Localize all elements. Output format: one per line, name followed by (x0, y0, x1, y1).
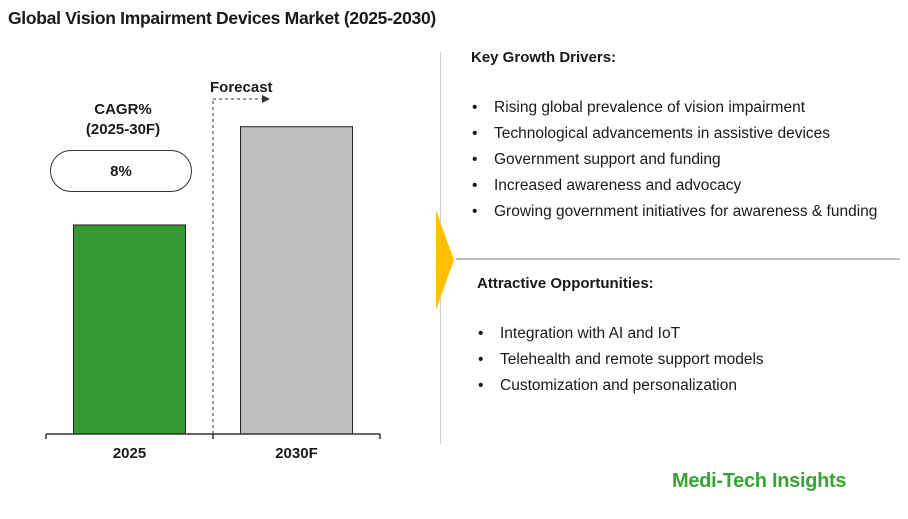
cagr-value: 8% (110, 162, 132, 180)
bullet-icon: • (472, 125, 478, 142)
driver-item: • Technological advancements in assistive… (472, 121, 877, 147)
cagr-value-pill: 8% (50, 150, 192, 192)
cagr-label-line2: (2025-30F) (85, 121, 161, 138)
bar-2025 (73, 224, 186, 435)
driver-item: • Rising global prevalence of vision impa… (472, 95, 877, 121)
bullet-icon: • (478, 377, 484, 394)
axis-ticks (45, 434, 381, 439)
driver-item-text: Government support and funding (494, 151, 721, 168)
bar-chart: 2025 2030F (45, 95, 381, 462)
opportunity-item-text: Customization and personalization (500, 377, 737, 394)
opportunities-list: • Integration with AI and IoT • Telehealth … (478, 321, 764, 399)
forecast-arrow-head (262, 95, 270, 103)
opportunities-heading: Attractive Opportunities: (477, 275, 654, 292)
driver-item-text: Increased awareness and advocacy (494, 177, 742, 194)
cagr-label-line1: CAGR% (94, 101, 152, 118)
driver-item: • Government support and funding (472, 147, 877, 173)
section-divider (456, 258, 900, 260)
driver-item: • Increased awareness and advocacy (472, 173, 877, 199)
brand-logo: Medi-Tech Insights (672, 470, 847, 492)
driver-item: • Growing government initiatives for awar… (472, 199, 877, 225)
bullet-icon: • (472, 99, 478, 116)
cagr-label: CAGR% (2025-30F) (58, 100, 188, 140)
drivers-heading: Key Growth Drivers: (471, 49, 617, 66)
opportunity-item: • Customization and personalization (478, 373, 764, 399)
drivers-list: • Rising global prevalence of vision impa… (472, 95, 877, 225)
driver-item-text: Technological advancements in assistive … (494, 125, 831, 142)
x-tick-labels: 2025 2030F (113, 445, 318, 462)
driver-item-text: Rising global prevalence of vision impai… (494, 99, 806, 116)
chart-title: Global Vision Impairment Devices Market … (8, 8, 436, 28)
driver-item-text: Growing government initiatives for aware… (494, 203, 878, 220)
x-tick-label: 2025 (113, 445, 146, 462)
bullet-icon: • (478, 351, 484, 368)
opportunity-item-text: Telehealth and remote support models (500, 351, 764, 368)
forecast-label: Forecast (210, 79, 273, 96)
opportunity-item: • Telehealth and remote support models (478, 347, 764, 373)
bar-2030f (240, 126, 353, 435)
bars-layer (73, 126, 353, 435)
opportunity-item-text: Integration with AI and IoT (500, 325, 681, 342)
opportunity-item: • Integration with AI and IoT (478, 321, 764, 347)
bullet-icon: • (478, 325, 484, 342)
bullet-icon: • (472, 151, 478, 168)
bullet-icon: • (472, 177, 478, 194)
bullet-icon: • (472, 203, 478, 220)
x-tick-label: 2030F (275, 445, 318, 462)
pointer-arrow-icon (436, 210, 454, 310)
